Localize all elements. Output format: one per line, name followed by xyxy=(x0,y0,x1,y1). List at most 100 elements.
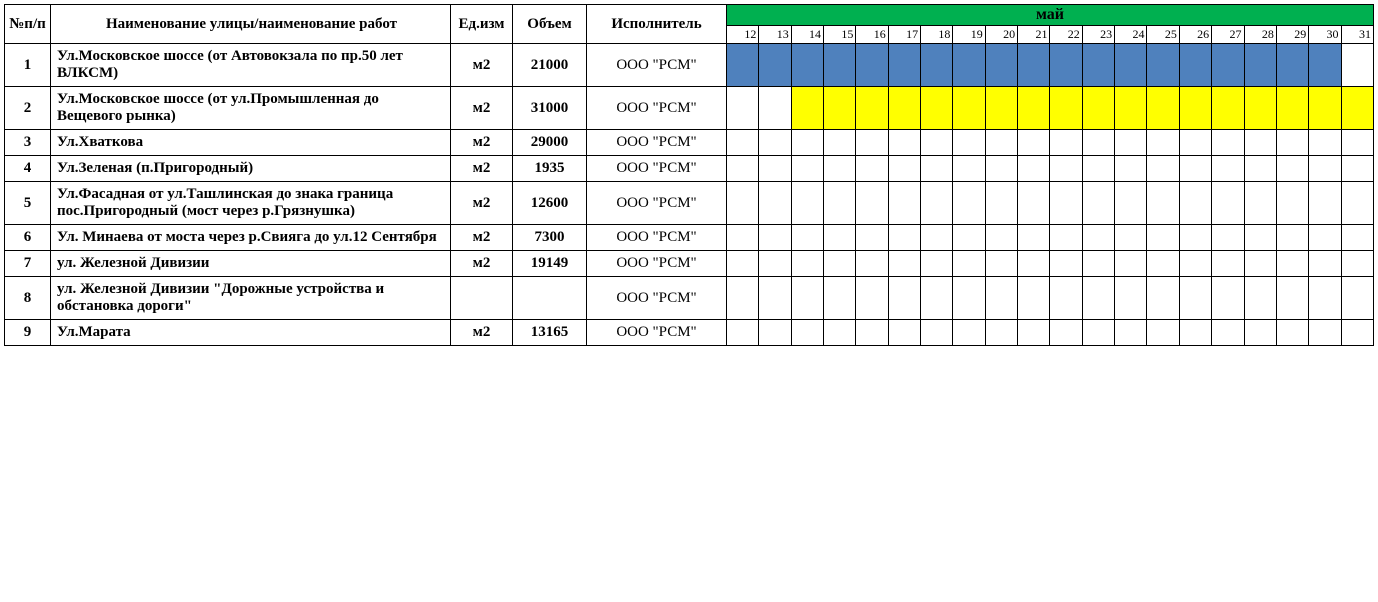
gantt-cell xyxy=(791,277,823,320)
gantt-cell xyxy=(888,277,920,320)
gantt-cell xyxy=(1276,277,1308,320)
table-row: 9Ул.Маратам213165ООО "РСМ" xyxy=(5,320,1374,346)
gantt-cell xyxy=(1244,130,1276,156)
gantt-cell xyxy=(1018,251,1050,277)
gantt-cell xyxy=(824,44,856,87)
cell-unit: м2 xyxy=(451,130,513,156)
gantt-cell xyxy=(759,87,791,130)
cell-num: 7 xyxy=(5,251,51,277)
table-row: 8ул. Железной Дивизии "Дорожные устройст… xyxy=(5,277,1374,320)
header-day: 23 xyxy=(1082,26,1114,44)
cell-executor: ООО "РСМ" xyxy=(587,320,727,346)
cell-name: Ул.Московское шоссе (от ул.Промышленная … xyxy=(51,87,451,130)
cell-name: Ул.Московское шоссе (от Автовокзала по п… xyxy=(51,44,451,87)
gantt-cell xyxy=(1018,44,1050,87)
gantt-cell xyxy=(1212,320,1244,346)
cell-num: 8 xyxy=(5,277,51,320)
cell-volume: 29000 xyxy=(513,130,587,156)
gantt-cell xyxy=(791,320,823,346)
table-row: 2Ул.Московское шоссе (от ул.Промышленная… xyxy=(5,87,1374,130)
gantt-cell xyxy=(1082,87,1114,130)
gantt-cell xyxy=(1115,130,1147,156)
gantt-cell xyxy=(1179,44,1211,87)
gantt-cell xyxy=(727,182,759,225)
cell-num: 3 xyxy=(5,130,51,156)
table-row: 7ул. Железной Дивизиим219149ООО "РСМ" xyxy=(5,251,1374,277)
gantt-cell xyxy=(1050,156,1082,182)
gantt-cell xyxy=(1276,182,1308,225)
header-day: 20 xyxy=(985,26,1017,44)
gantt-cell xyxy=(759,320,791,346)
gantt-cell xyxy=(953,182,985,225)
gantt-cell xyxy=(1050,87,1082,130)
gantt-cell xyxy=(759,277,791,320)
gantt-cell xyxy=(921,225,953,251)
cell-name: Ул.Марата xyxy=(51,320,451,346)
cell-unit: м2 xyxy=(451,225,513,251)
cell-name: Ул.Хваткова xyxy=(51,130,451,156)
gantt-cell xyxy=(759,251,791,277)
gantt-cell xyxy=(921,251,953,277)
gantt-cell xyxy=(1244,44,1276,87)
cell-num: 4 xyxy=(5,156,51,182)
gantt-cell xyxy=(1341,130,1373,156)
gantt-cell xyxy=(759,130,791,156)
gantt-cell xyxy=(1276,44,1308,87)
gantt-cell xyxy=(1212,156,1244,182)
table-row: 3Ул.Хватковам229000ООО "РСМ" xyxy=(5,130,1374,156)
gantt-cell xyxy=(953,44,985,87)
gantt-cell xyxy=(953,251,985,277)
gantt-cell xyxy=(1212,130,1244,156)
cell-executor: ООО "РСМ" xyxy=(587,156,727,182)
gantt-cell xyxy=(759,44,791,87)
header-day: 14 xyxy=(791,26,823,44)
gantt-cell xyxy=(1309,225,1341,251)
gantt-cell xyxy=(985,130,1017,156)
gantt-cell xyxy=(1179,225,1211,251)
gantt-cell xyxy=(1341,251,1373,277)
gantt-cell xyxy=(1082,277,1114,320)
gantt-cell xyxy=(1244,156,1276,182)
gantt-cell xyxy=(1276,130,1308,156)
gantt-cell xyxy=(824,87,856,130)
gantt-cell xyxy=(953,320,985,346)
gantt-cell xyxy=(1082,251,1114,277)
table-row: 4Ул.Зеленая (п.Пригородный)м21935ООО "РС… xyxy=(5,156,1374,182)
table-row: 5Ул.Фасадная от ул.Ташлинская до знака г… xyxy=(5,182,1374,225)
cell-unit: м2 xyxy=(451,156,513,182)
gantt-cell xyxy=(1276,225,1308,251)
gantt-cell xyxy=(1115,87,1147,130)
gantt-cell xyxy=(1212,277,1244,320)
header-day: 31 xyxy=(1341,26,1373,44)
gantt-cell xyxy=(856,182,888,225)
cell-unit xyxy=(451,277,513,320)
gantt-cell xyxy=(921,156,953,182)
gantt-cell xyxy=(985,251,1017,277)
gantt-cell xyxy=(1018,87,1050,130)
gantt-cell xyxy=(888,320,920,346)
header-day: 25 xyxy=(1147,26,1179,44)
header-day: 18 xyxy=(921,26,953,44)
cell-volume: 21000 xyxy=(513,44,587,87)
gantt-cell xyxy=(1050,225,1082,251)
gantt-cell xyxy=(1179,320,1211,346)
gantt-cell xyxy=(824,156,856,182)
gantt-cell xyxy=(856,87,888,130)
gantt-cell xyxy=(985,320,1017,346)
gantt-cell xyxy=(921,44,953,87)
table-header: №п/п Наименование улицы/наименование раб… xyxy=(5,5,1374,44)
cell-executor: ООО "РСМ" xyxy=(587,44,727,87)
gantt-cell xyxy=(888,87,920,130)
gantt-cell xyxy=(1244,87,1276,130)
gantt-cell xyxy=(1244,251,1276,277)
gantt-cell xyxy=(921,320,953,346)
cell-unit: м2 xyxy=(451,44,513,87)
gantt-cell xyxy=(727,225,759,251)
gantt-cell xyxy=(1050,277,1082,320)
gantt-cell xyxy=(1212,225,1244,251)
gantt-cell xyxy=(856,251,888,277)
gantt-cell xyxy=(1147,251,1179,277)
gantt-cell xyxy=(1276,251,1308,277)
gantt-cell xyxy=(1147,130,1179,156)
gantt-cell xyxy=(1147,87,1179,130)
